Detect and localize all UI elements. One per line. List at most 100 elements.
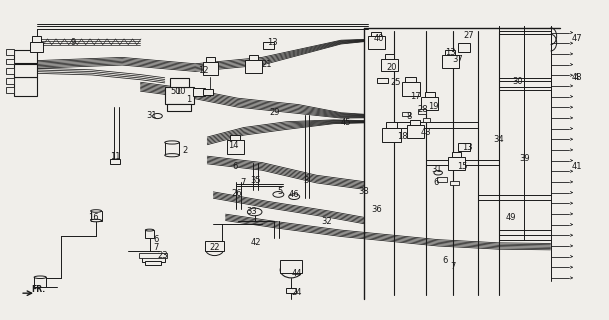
Bar [30,42,43,52]
Bar [14,77,37,96]
Bar [245,60,262,73]
Text: 36: 36 [371,205,382,214]
Bar [445,50,455,55]
Text: 30: 30 [512,77,523,86]
Text: 37: 37 [452,55,463,64]
Bar [385,53,395,59]
Text: 8: 8 [406,113,412,122]
Ellipse shape [34,276,46,278]
Bar [442,55,459,68]
Text: 11: 11 [110,152,120,161]
Ellipse shape [165,141,179,144]
Text: 6: 6 [443,256,448,265]
Bar [34,277,46,287]
Text: 16: 16 [88,213,99,222]
Text: 6: 6 [153,235,158,244]
Text: 21: 21 [262,60,272,69]
Bar [371,32,381,36]
Bar [425,92,435,97]
Bar [457,143,470,151]
Bar [382,127,401,141]
Bar [230,135,240,140]
Text: 29: 29 [269,108,280,117]
Text: 38: 38 [359,188,370,196]
Text: 24: 24 [291,288,302,297]
Bar [203,89,213,95]
Text: 4: 4 [574,73,579,82]
Text: 13: 13 [267,38,278,47]
Text: 44: 44 [292,268,303,278]
Text: 34: 34 [494,135,504,144]
Bar [421,97,438,110]
Text: 42: 42 [251,238,261,247]
Text: 31: 31 [146,111,157,120]
Circle shape [434,171,442,175]
Bar [378,78,389,83]
Bar [263,42,274,49]
Bar [458,43,470,52]
Bar [406,77,417,82]
Ellipse shape [146,229,154,231]
Text: 6: 6 [232,162,238,171]
Text: 33: 33 [246,207,257,216]
Text: 23: 23 [158,251,168,260]
Bar [165,87,194,104]
Text: 12: 12 [198,66,208,75]
Ellipse shape [280,262,302,278]
Circle shape [247,208,262,216]
Text: 32: 32 [321,217,332,226]
Bar [91,211,102,220]
Bar [402,82,420,96]
Bar [407,125,424,138]
Text: 2: 2 [182,146,188,155]
Text: 5: 5 [278,188,283,196]
Text: 45: 45 [340,118,351,127]
Text: 39: 39 [519,154,530,163]
Bar [248,55,258,60]
Text: FR.: FR. [31,285,46,294]
Bar [5,59,14,64]
Text: 13: 13 [445,48,456,57]
Bar [227,140,244,154]
Text: 27: 27 [464,31,474,40]
Text: 7: 7 [451,262,456,271]
Text: 28: 28 [417,105,428,114]
Text: 50: 50 [171,87,181,96]
Bar [280,260,302,273]
Text: 35: 35 [250,176,261,185]
Text: 48: 48 [571,73,582,82]
Text: 7: 7 [153,243,158,252]
Text: 47: 47 [571,34,582,43]
Bar [205,241,224,251]
Bar [146,261,161,265]
Text: 10: 10 [175,87,186,96]
Text: 46: 46 [289,190,300,199]
Text: 40: 40 [373,34,384,43]
Bar [203,62,218,75]
Bar [14,50,37,63]
Bar [381,59,398,71]
Text: 1: 1 [186,95,192,104]
Bar [14,64,37,76]
Bar [170,78,189,87]
Ellipse shape [165,154,179,157]
Bar [5,68,14,74]
Text: 6: 6 [434,178,439,187]
Bar [368,36,385,49]
Bar [450,181,459,186]
Bar [32,36,41,42]
Bar [146,230,154,238]
Bar [410,120,420,125]
Bar [451,152,461,157]
Bar [448,157,465,170]
Bar [5,49,14,55]
Bar [139,253,167,258]
Bar [423,118,431,123]
Bar [165,142,179,155]
Bar [167,104,191,111]
Bar [437,177,446,182]
Text: 20: 20 [386,63,396,72]
Text: 49: 49 [506,213,516,222]
Bar [5,78,14,84]
Text: 7: 7 [240,179,245,188]
